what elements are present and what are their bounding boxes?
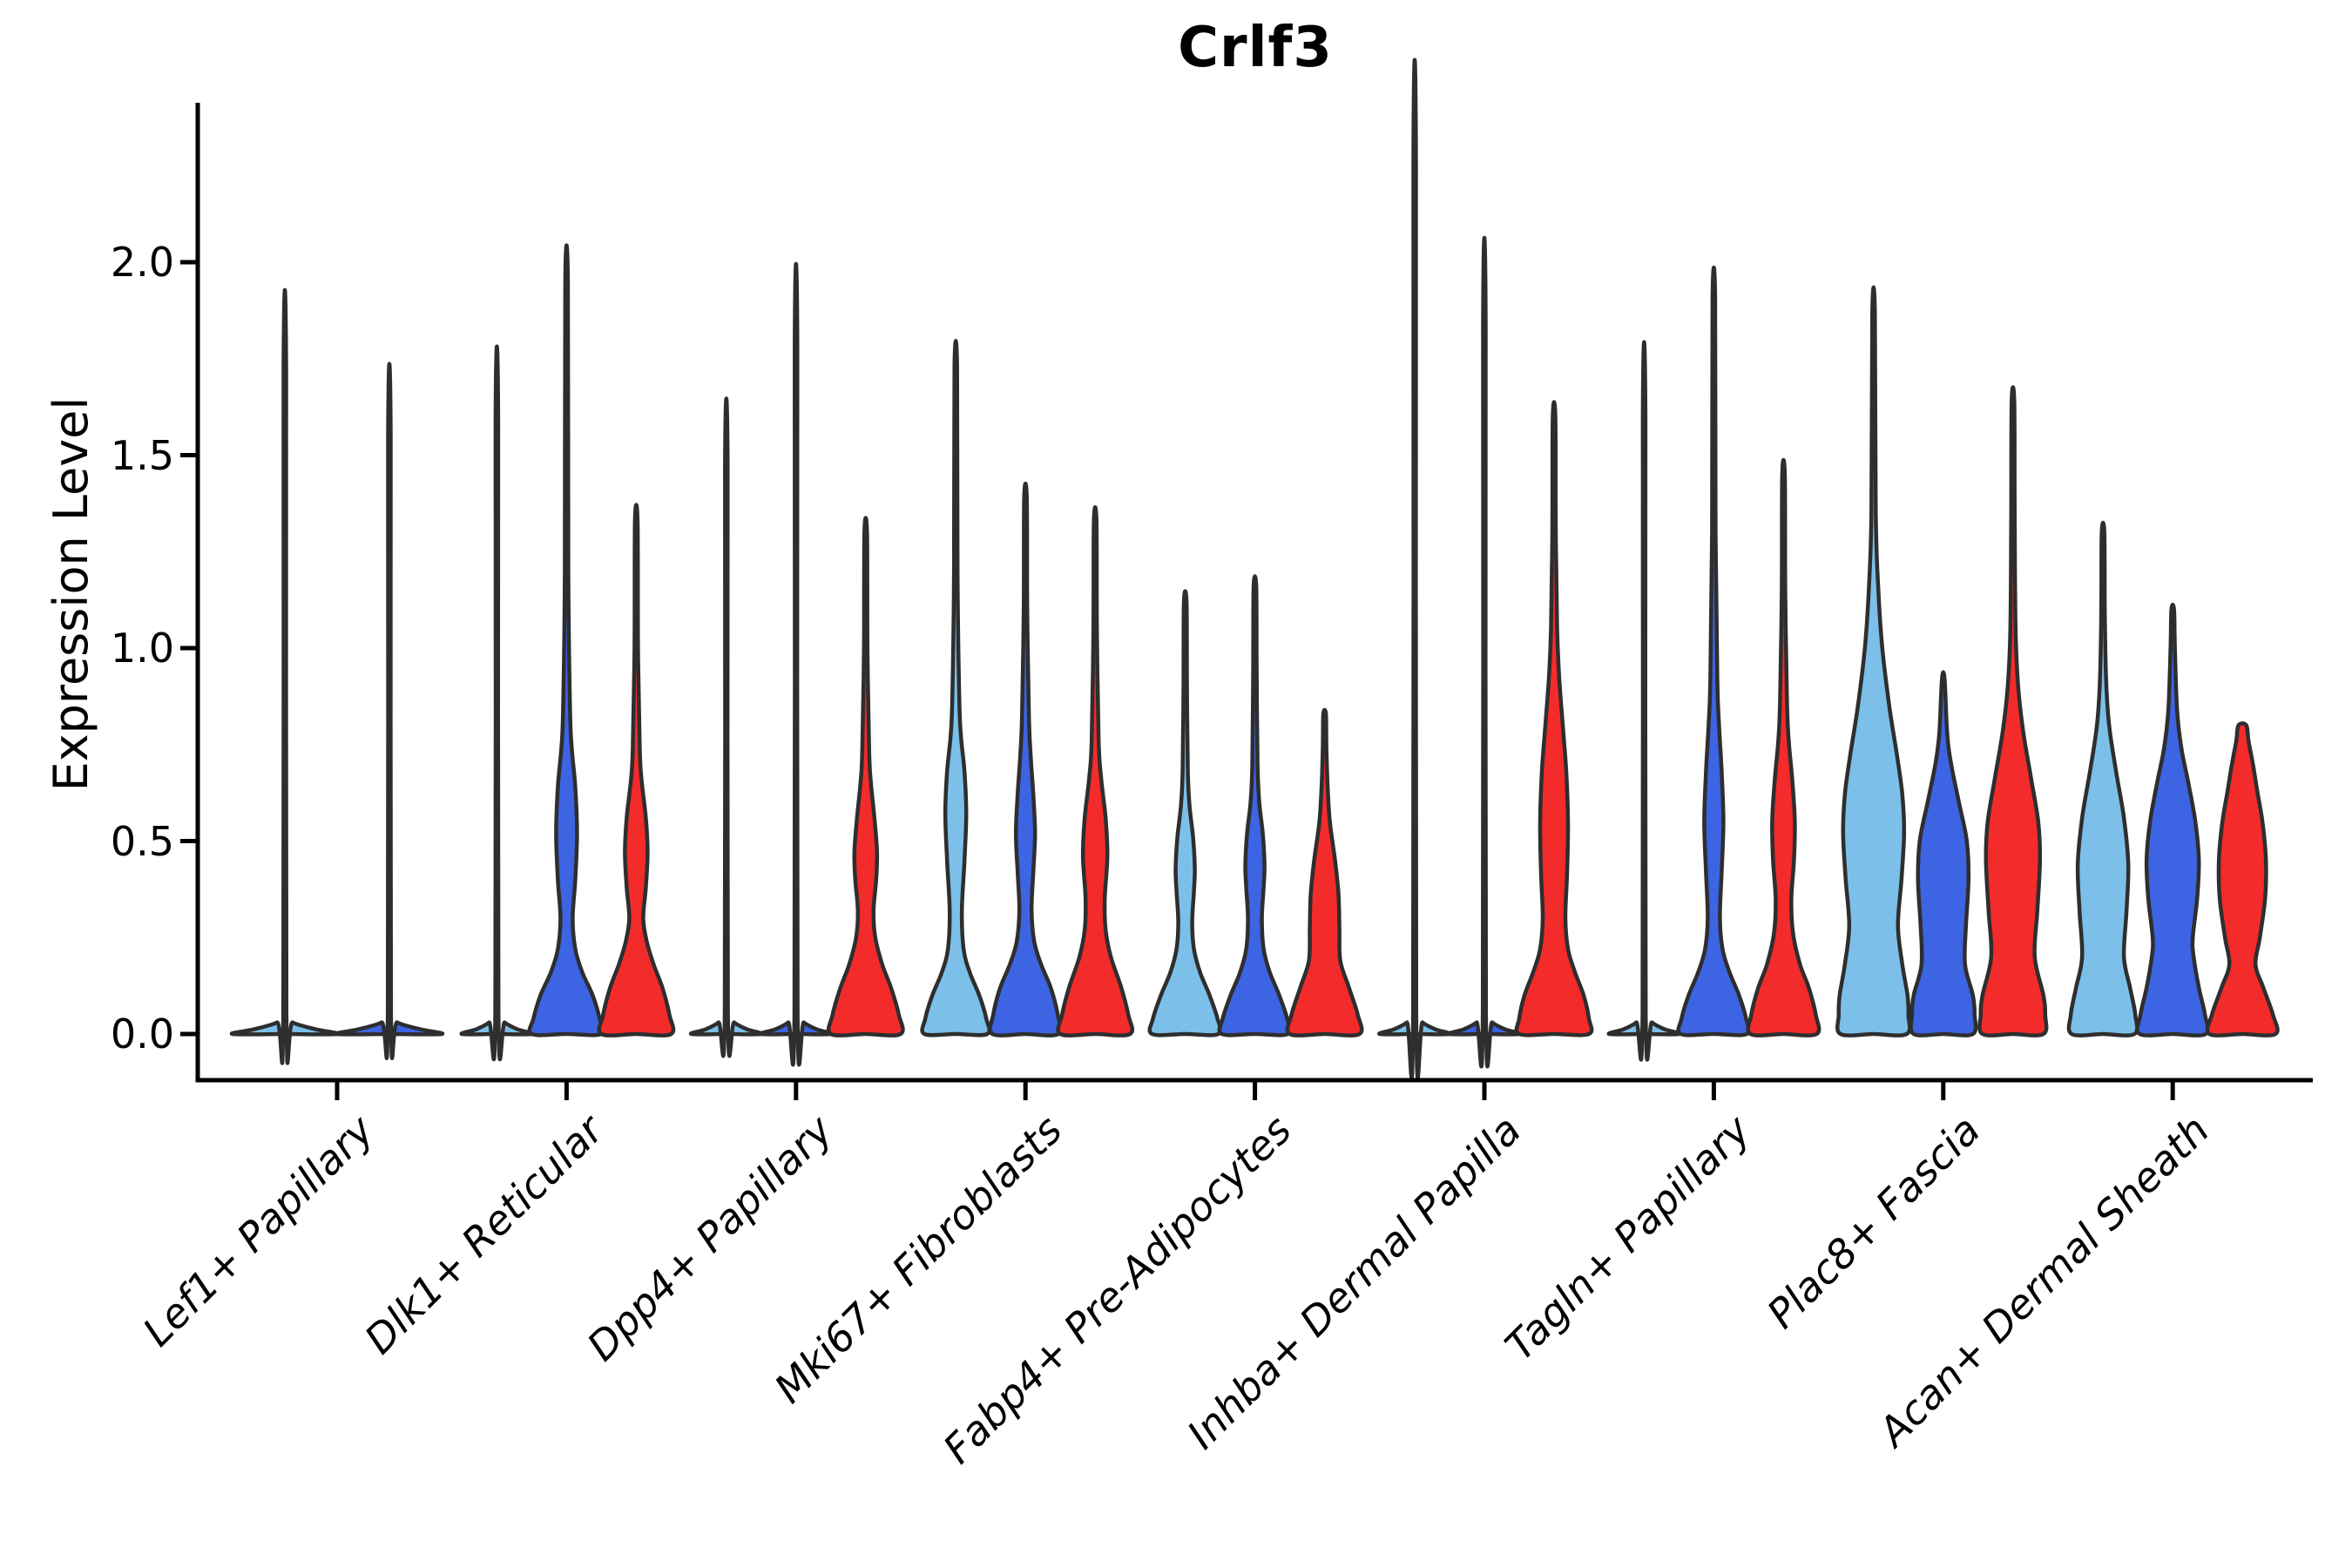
violin-red (1056, 505, 1135, 1037)
violin-blue (2135, 602, 2211, 1037)
violin-blue (334, 362, 445, 1060)
violin-lightblue (229, 287, 341, 1065)
violin-lightblue (1835, 285, 1912, 1037)
violin-blue (1447, 236, 1522, 1069)
y-tick-label: 0.0 (110, 1010, 174, 1058)
violin-red (1977, 385, 2049, 1037)
violin-lightblue (1147, 589, 1223, 1037)
violin-blue (1909, 670, 1978, 1037)
y-tick-label: 2.0 (110, 239, 174, 286)
violin-red (1285, 707, 1364, 1037)
violin-red (1514, 400, 1594, 1037)
violin-red (597, 503, 676, 1037)
y-tick-label: 1.5 (110, 431, 174, 479)
y-tick-label: 1.0 (110, 625, 174, 672)
axes-spines (195, 103, 2313, 1083)
violin-lightblue (920, 339, 992, 1037)
violin-blue (988, 481, 1064, 1037)
y-tick-label: 0.5 (110, 817, 174, 865)
violin-blue (758, 262, 834, 1067)
violin-red (2205, 721, 2280, 1037)
violin-lightblue (1606, 340, 1682, 1062)
violin-blue (527, 243, 606, 1037)
violin-lightblue (1377, 57, 1452, 1080)
violin-blue (1217, 574, 1293, 1037)
violin-lightblue (2066, 520, 2139, 1037)
violin-lightblue (688, 396, 764, 1058)
violin-red (1746, 457, 1821, 1037)
violin-lightblue (459, 344, 535, 1062)
violin-blue (1676, 265, 1752, 1037)
chart-title: Crlf3 (1178, 16, 1333, 80)
violin-red (826, 516, 905, 1037)
